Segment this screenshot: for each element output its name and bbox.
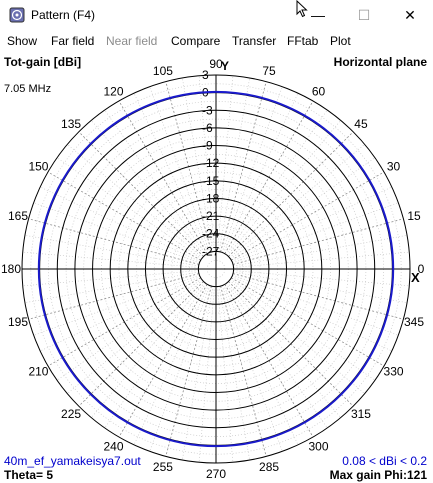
theta-label: Theta= 5 [4, 468, 54, 482]
radial-tick-label: -12 [202, 156, 220, 170]
radial-tick-label: -9 [202, 139, 213, 153]
menu-compare[interactable]: Compare [171, 34, 221, 48]
menu-plot[interactable]: Plot [330, 34, 351, 48]
menu-fftab[interactable]: FFtab [287, 34, 319, 48]
radial-tick-label: -18 [202, 191, 220, 205]
angle-tick-label: 210 [28, 365, 48, 379]
angle-tick-label: 225 [61, 407, 81, 421]
radial-tick-label: -3 [202, 103, 213, 117]
max-gain-label: Max gain Phi:121 [329, 468, 427, 482]
radial-tick-label: -24 [202, 227, 220, 241]
angle-tick-label: 315 [351, 407, 371, 421]
quantity-label: Tot-gain [dBi] [4, 55, 82, 69]
mouse-cursor-icon [296, 0, 310, 23]
angle-tick-label: 60 [312, 84, 326, 98]
window-title: Pattern (F4) [31, 8, 96, 22]
y-axis-label: Y [221, 59, 230, 73]
pattern-trace [37, 90, 395, 448]
menu-bar: Show Far field Near field Compare Transf… [0, 31, 433, 51]
angle-tick-label: 270 [206, 467, 226, 481]
radial-tick-label: -27 [202, 244, 220, 258]
menu-transfer[interactable]: Transfer [232, 34, 277, 48]
angle-tick-label: 180 [1, 262, 21, 276]
polar-plot: 0 15 30 45 60 75 90 105 120 135 150 165 180 195 210 225… [1, 57, 425, 481]
angle-tick-label: 345 [404, 315, 424, 329]
menu-far-field[interactable]: Far field [51, 34, 95, 48]
x-axis-label: X [411, 270, 420, 285]
pattern-series [37, 90, 395, 448]
angle-tick-label: 120 [103, 84, 123, 98]
angle-tick-label: 30 [387, 160, 401, 174]
angle-tick-label: 285 [259, 460, 279, 474]
angle-tick-label: 90 [209, 57, 223, 71]
angle-tick-label: 195 [8, 315, 28, 329]
angle-tick-label: 45 [354, 117, 368, 131]
angle-tick-label: 0 [418, 262, 425, 276]
polar-grid [21, 74, 411, 464]
radial-tick-label: -6 [202, 121, 213, 135]
menu-near-field: Near field [106, 34, 158, 48]
polar-plot-area: 0 15 30 45 60 75 90 105 120 135 150 165 180 195 210 225… [0, 52, 433, 483]
angle-tick-label: 105 [153, 64, 173, 78]
radial-tick-label: 3 [202, 68, 209, 82]
angle-tick-label: 15 [407, 209, 421, 223]
angle-tick-label: 255 [153, 460, 173, 474]
app-icon [9, 7, 25, 23]
title-bar: Pattern (F4) — ☐ ✕ [0, 0, 433, 31]
radial-tick-label: -21 [202, 209, 220, 223]
angle-tick-label: 150 [28, 160, 48, 174]
menu-show[interactable]: Show [7, 34, 38, 48]
angle-tick-label: 75 [262, 64, 276, 78]
radial-labels: 30-3-6-9-12-15-18-21-24-27 [202, 68, 220, 258]
angle-labels: 0 15 30 45 60 75 90 105 120 135 150 165 180 195 210 225… [1, 57, 425, 481]
angle-tick-label: 240 [103, 440, 123, 454]
minimize-button[interactable]: — [311, 7, 325, 23]
radial-tick-label: -15 [202, 174, 220, 188]
plane-label: Horizontal plane [333, 55, 427, 69]
frequency-label: 7.05 MHz [4, 83, 52, 95]
filename-label: 40m_ef_yamakeisya7.out [4, 454, 141, 468]
gain-range-label: 0.08 < dBi < 0.2 [342, 454, 427, 468]
angle-tick-label: 135 [61, 117, 81, 131]
angle-tick-label: 300 [308, 440, 328, 454]
close-button[interactable]: ✕ [404, 7, 416, 23]
angle-tick-label: 165 [8, 209, 28, 223]
angle-tick-label: 330 [384, 365, 404, 379]
maximize-button[interactable]: ☐ [357, 7, 371, 23]
